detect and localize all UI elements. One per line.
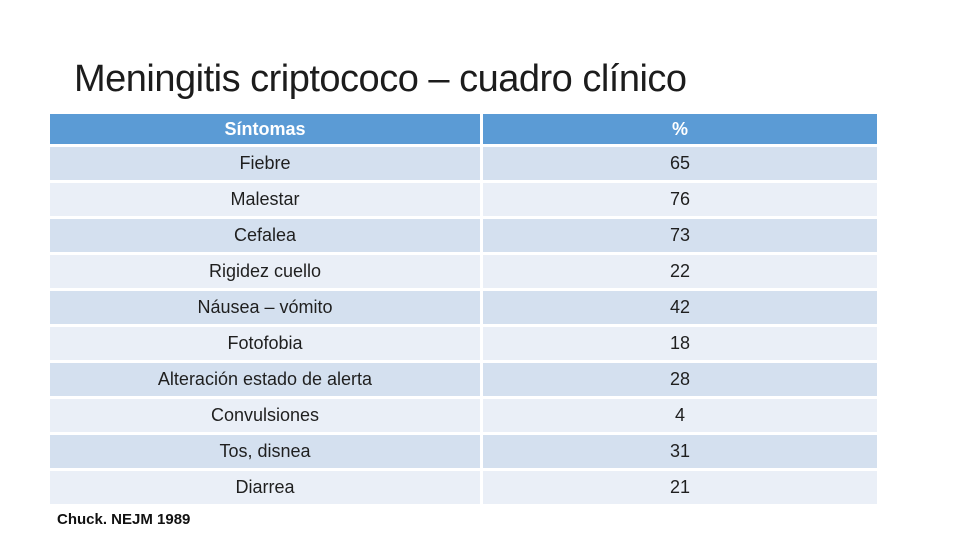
table-row: Convulsiones 4	[50, 399, 877, 432]
symptom-cell: Malestar	[50, 183, 480, 216]
percent-cell: 73	[483, 219, 877, 252]
symptom-cell: Convulsiones	[50, 399, 480, 432]
symptom-cell: Cefalea	[50, 219, 480, 252]
percent-cell: 42	[483, 291, 877, 324]
table-row: Rigidez cuello 22	[50, 255, 877, 288]
percent-cell: 18	[483, 327, 877, 360]
symptom-cell: Rigidez cuello	[50, 255, 480, 288]
percent-cell: 28	[483, 363, 877, 396]
slide-title: Meningitis criptococo – cuadro clínico	[74, 58, 687, 100]
symptom-cell: Náusea – vómito	[50, 291, 480, 324]
table-row: Tos, disnea 31	[50, 435, 877, 468]
citation-text: Chuck. NEJM 1989	[57, 511, 191, 528]
table-row: Cefalea 73	[50, 219, 877, 252]
table-row: Alteración estado de alerta 28	[50, 363, 877, 396]
percent-cell: 76	[483, 183, 877, 216]
table-row: Fiebre 65	[50, 147, 877, 180]
symptoms-table: Síntomas % Fiebre 65 Malestar 76 Cefalea…	[50, 114, 877, 504]
column-header-percent: %	[483, 114, 877, 144]
table-header-row: Síntomas %	[50, 114, 877, 144]
symptom-cell: Fiebre	[50, 147, 480, 180]
percent-cell: 22	[483, 255, 877, 288]
symptom-cell: Diarrea	[50, 471, 480, 504]
symptom-cell: Tos, disnea	[50, 435, 480, 468]
percent-cell: 4	[483, 399, 877, 432]
symptom-cell: Alteración estado de alerta	[50, 363, 480, 396]
table-row: Fotofobia 18	[50, 327, 877, 360]
table-row: Náusea – vómito 42	[50, 291, 877, 324]
table-row: Diarrea 21	[50, 471, 877, 504]
percent-cell: 21	[483, 471, 877, 504]
percent-cell: 65	[483, 147, 877, 180]
table-row: Malestar 76	[50, 183, 877, 216]
percent-cell: 31	[483, 435, 877, 468]
symptom-cell: Fotofobia	[50, 327, 480, 360]
column-header-symptoms: Síntomas	[50, 114, 480, 144]
